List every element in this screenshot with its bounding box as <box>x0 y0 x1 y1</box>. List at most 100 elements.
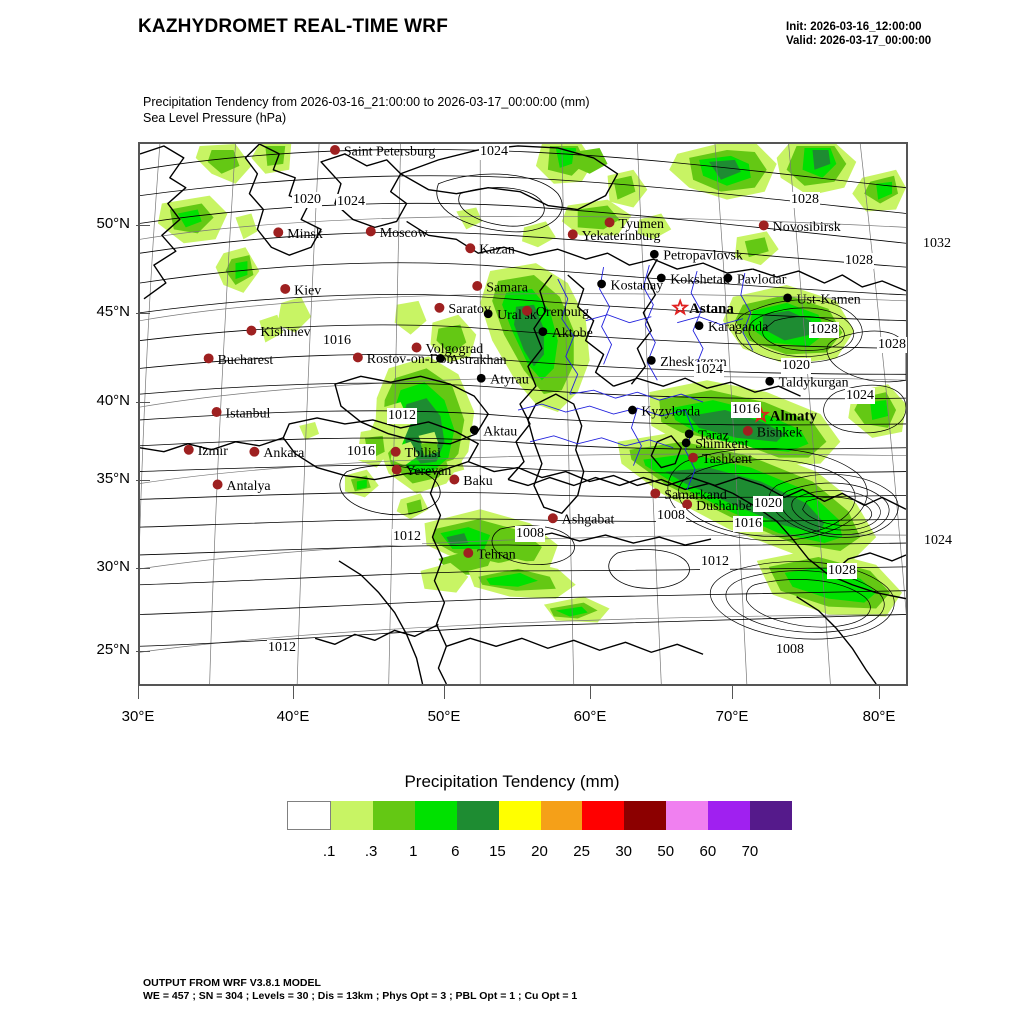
city-marker: Yekaterinburg <box>567 229 661 244</box>
city-label: Kostanay <box>611 278 664 293</box>
colorbar-tick-labels: .1 .3 1 6 15 20 25 30 50 60 70 <box>287 843 792 865</box>
city-dot-icon <box>650 488 661 499</box>
city-dot-icon <box>472 280 483 291</box>
lon-tick-label: 40°E <box>276 708 310 725</box>
city-dot-icon <box>649 249 659 259</box>
colorbar-tick-label: .1 <box>322 843 336 860</box>
city-marker: Ankara <box>249 446 304 461</box>
lat-tick-label: 50°N <box>96 215 130 232</box>
colorbar[interactable] <box>287 801 793 830</box>
colorbar-tick-label: 6 <box>451 843 460 860</box>
colorbar-tick-label: 50 <box>657 843 675 860</box>
lat-tick-label: 40°N <box>96 392 130 409</box>
lon-tick-mark <box>590 686 591 699</box>
city-marker: Istanbul <box>211 406 271 421</box>
isobar-value-label: 1024 <box>923 533 953 549</box>
city-marker: Volgograd <box>411 342 483 357</box>
colorbar-tick-label: .3 <box>364 843 378 860</box>
lon-tick-label: 50°E <box>427 708 461 725</box>
city-marker: Tehran <box>463 547 516 562</box>
colorbar-swatch <box>372 801 415 830</box>
city-dot-icon <box>249 446 260 457</box>
city-dot-icon <box>694 321 704 331</box>
city-label: Rostov-on-Don <box>367 352 454 367</box>
city-dot-icon <box>742 425 753 436</box>
city-marker: Orenburg <box>522 305 589 320</box>
city-label: Samara <box>486 280 528 295</box>
city-dot-icon <box>183 444 194 455</box>
city-label: Baku <box>463 474 492 489</box>
valid-time: Valid: 2026-03-17_00:00:00 <box>786 35 932 47</box>
city-label: Almaty <box>770 408 818 424</box>
lat-tick-mark <box>136 225 150 226</box>
city-dot-icon <box>547 513 558 524</box>
city-label: Yekaterinburg <box>582 229 661 244</box>
colorbar-swatch <box>666 801 709 830</box>
city-dot-icon <box>765 376 775 386</box>
lat-tick-mark <box>136 568 150 569</box>
colorbar-tick-label: 70 <box>741 843 759 860</box>
colorbar-swatch <box>540 801 583 830</box>
city-label: Ashgabat <box>562 513 615 528</box>
city-marker: Kazan <box>465 243 515 258</box>
city-marker: Astana <box>671 298 734 317</box>
colorbar-swatch <box>330 801 373 830</box>
city-label: Kishinev <box>260 325 310 340</box>
city-marker: Kostanay <box>597 278 663 293</box>
init-time: Init: 2026-03-16_12:00:00 <box>786 21 922 33</box>
city-marker: Moscow <box>365 226 428 241</box>
field-caption: Precipitation Tendency from 2026-03-16_2… <box>143 94 590 126</box>
colorbar-tick-label: 1 <box>409 843 418 860</box>
city-dot-icon <box>682 499 693 510</box>
city-marker: Taldykurgan <box>765 376 849 391</box>
city-label: Karaganda <box>708 320 768 335</box>
city-label: Astana <box>689 301 734 317</box>
city-label: Tashkent <box>702 452 752 467</box>
footer-config-line: WE = 457 ; SN = 304 ; Levels = 30 ; Dis … <box>143 990 578 1002</box>
footer-model-line: OUTPUT FROM WRF V3.8.1 MODEL <box>143 977 321 989</box>
lat-tick-mark <box>136 402 150 403</box>
city-dot-icon <box>688 452 699 463</box>
lat-tick-mark <box>136 651 150 652</box>
colorbar-swatch <box>708 801 751 830</box>
city-label: Yerevan <box>406 464 452 479</box>
isobar-value-label: 1032 <box>922 236 952 252</box>
city-label: Dushanbe <box>696 499 752 514</box>
city-dot-icon <box>628 405 637 415</box>
model-footer: OUTPUT FROM WRF V3.8.1 MODEL WE = 457 ; … <box>143 977 577 1003</box>
city-marker: Rostov-on-Don <box>352 352 454 367</box>
map-canvas[interactable]: Saint Petersburg Minsk Moscow Kazan Kiev Sama… <box>140 144 906 684</box>
city-marker: Tyumen <box>604 217 664 232</box>
city-label: Taraz <box>698 428 729 443</box>
city-marker: Antalya <box>212 479 271 494</box>
city-marker: Petropavlovsk <box>649 249 743 264</box>
city-label: Petropavlovsk <box>663 249 743 264</box>
city-marker: Ust-Kamen <box>783 292 861 307</box>
city-label: Bucharest <box>218 353 274 368</box>
city-dot-icon <box>567 229 578 240</box>
city-dot-icon <box>469 425 479 435</box>
city-dot-icon <box>449 474 460 485</box>
city-dot-icon <box>436 354 445 363</box>
colorbar-title: Precipitation Tendency (mm) <box>404 772 620 791</box>
city-label: Minsk <box>287 227 323 242</box>
city-label: Tbilisi <box>405 446 441 461</box>
city-marker: Astrakhan <box>436 353 507 368</box>
colorbar-swatch <box>624 801 667 830</box>
city-dot-icon <box>684 429 694 439</box>
city-marker: Bishkek <box>742 425 802 440</box>
map-panel[interactable]: Saint Petersburg Minsk Moscow Kazan Kiev Sama… <box>138 142 908 686</box>
lat-tick-label: 25°N <box>96 641 130 658</box>
city-label: Kazan <box>479 243 515 258</box>
colorbar-swatch <box>582 801 625 830</box>
city-marker: Kokshetau <box>656 272 730 287</box>
city-marker: Karaganda <box>694 320 768 335</box>
city-marker: Kishinev <box>246 325 311 340</box>
city-label: Kyzylorda <box>641 405 700 420</box>
city-label: Astrakhan <box>449 353 506 368</box>
city-dot-icon <box>465 243 476 254</box>
city-label: Moscow <box>380 226 428 241</box>
city-marker: Aktau <box>469 424 517 439</box>
city-dot-icon <box>646 356 656 365</box>
city-marker: Zheskazgan <box>646 355 727 370</box>
